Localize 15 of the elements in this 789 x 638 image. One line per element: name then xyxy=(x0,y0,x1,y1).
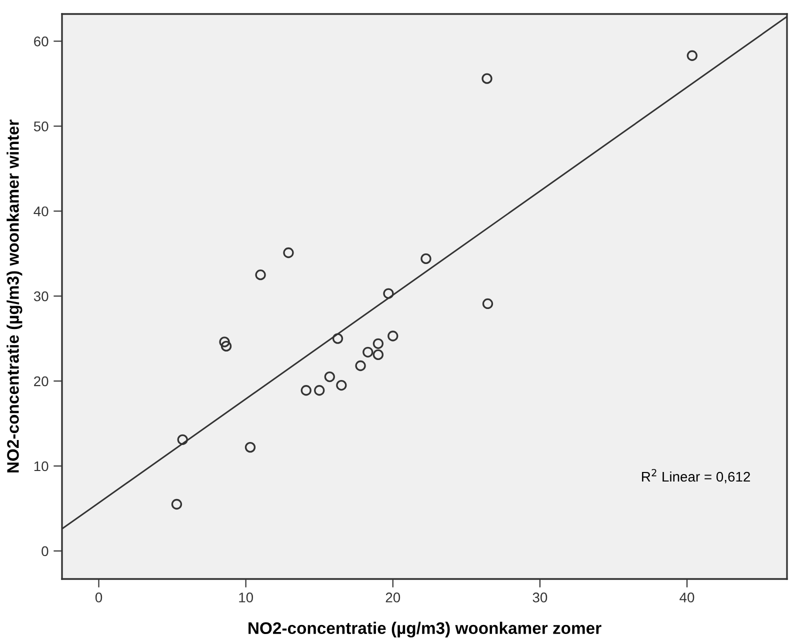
x-tick-label: 20 xyxy=(386,592,400,602)
x-axis-title: NO2-concentratie (µg/m3) woonkamer zomer xyxy=(248,622,602,638)
y-tick-label: 20 xyxy=(34,376,48,386)
annotation: R$^{2}$ Linear = 0,612 xyxy=(642,469,750,484)
y-tick-label: 60 xyxy=(34,36,48,46)
y-tick-label: 50 xyxy=(34,121,48,132)
x-tick-label: 10 xyxy=(239,592,254,602)
y-tick-label: 30 xyxy=(34,291,48,302)
y-tick-label: 10 xyxy=(34,461,48,472)
x-tick-label: 40 xyxy=(680,592,694,602)
x-tick-label: 0 xyxy=(95,592,102,602)
y-tick-label: 0 xyxy=(42,546,48,556)
y-axis-title: NO2-concentratie (µg/m3) woonkamer winter xyxy=(6,120,22,472)
y-tick-label: 40 xyxy=(34,206,48,216)
x-tick-label: 30 xyxy=(532,592,548,602)
